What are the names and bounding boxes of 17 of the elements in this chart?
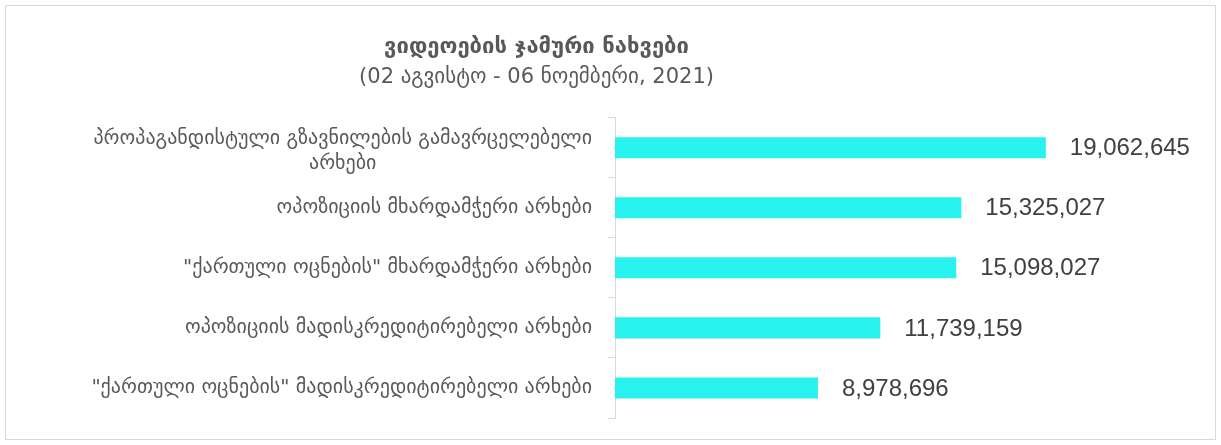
bar — [615, 137, 1046, 159]
data-label: 11,739,159 — [904, 313, 1023, 341]
y-tick-label: ოპოზიციის მადისკრედიტირებელი არხები — [184, 314, 593, 339]
y-tick-label: პროპაგანდისტული გზავნილების გამავრცელებელი არხები — [93, 125, 592, 175]
bar — [615, 377, 818, 399]
data-label: 8,978,696 — [841, 373, 949, 401]
bar — [615, 197, 962, 219]
data-label: 19,062,645 — [1069, 133, 1190, 161]
chart-title: ვიდეოების ჯამური ნახვები — [384, 32, 689, 58]
y-tick-label: "ქართული ოცნების" მხარდამჭერი არხები — [183, 254, 593, 278]
data-label: 15,325,027 — [985, 193, 1106, 221]
y-tick-label: ოპოზიციის მხარდამჭერი არხები — [276, 193, 592, 218]
y-tick-label: "ქართული ოცნების" მადისკრედიტირებელი არხები — [91, 374, 592, 399]
bar — [615, 317, 881, 339]
bar — [615, 257, 957, 279]
chart-subtitle: (02 აგვისტო - 06 ნოემბერი, 2021) — [359, 64, 714, 89]
data-label: 15,098,027 — [980, 253, 1101, 281]
